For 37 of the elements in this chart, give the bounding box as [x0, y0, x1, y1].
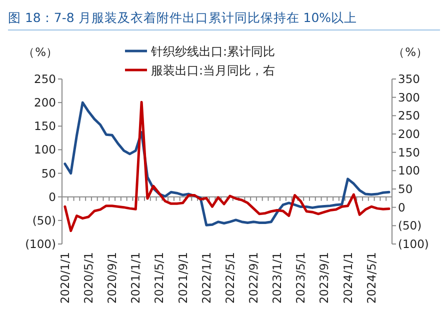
legend-label: 针织纱线出口:累计同比	[150, 44, 276, 58]
legend-label: 服装出口:当月同比，右	[151, 64, 276, 78]
y-tick-label: (100)	[25, 237, 56, 251]
y2-tick-label: 0	[398, 200, 406, 214]
y-tick-label: 50	[41, 166, 56, 180]
x-tick-label: 2021/5/1	[152, 252, 166, 304]
x-tick-label: 2020/9/1	[105, 252, 120, 304]
y2-axis-title: （%）	[393, 45, 428, 59]
y2-tick-label: 50	[398, 182, 413, 196]
y-tick-label: 0	[48, 190, 56, 204]
x-tick-label: 2022/9/1	[246, 252, 261, 304]
x-tick-label: 2020/1/1	[58, 252, 72, 304]
y-tick-label: (50)	[32, 213, 56, 228]
x-tick-label: 2023/9/1	[317, 252, 332, 304]
x-tick-label: 2021/9/1	[176, 252, 190, 304]
y2-tick-label: (50)	[398, 218, 422, 233]
y2-tick-label: 300	[398, 90, 420, 104]
y2-tick-label: (100)	[398, 237, 429, 251]
x-tick-label: 2022/1/1	[199, 252, 214, 304]
x-tick-label: 2022/5/1	[222, 252, 237, 304]
x-tick-label: 2024/1/1	[340, 252, 355, 304]
y2-tick-label: 250	[398, 108, 420, 123]
x-tick-label: 2021/1/1	[128, 252, 143, 304]
y-tick-label: 200	[34, 96, 56, 110]
x-tick-label: 2023/5/1	[294, 252, 308, 304]
x-tick-label: 2024/5/1	[364, 252, 378, 304]
y-tick-label: 100	[34, 142, 56, 157]
x-tick-label: 2020/5/1	[82, 252, 96, 304]
y-axis-title: （%）	[23, 45, 58, 59]
y-tick-label: 150	[34, 119, 56, 134]
x-tick-label: 2023/1/1	[270, 252, 284, 304]
y2-tick-label: 200	[398, 127, 420, 141]
y2-tick-label: 100	[398, 164, 420, 178]
y2-tick-label: 150	[398, 145, 420, 160]
y2-tick-label: 350	[398, 72, 420, 86]
chart-title: 图 18：7-8 月服装及衣着附件出口累计同比保持在 10%以上	[8, 10, 358, 25]
y-tick-label: 250	[34, 72, 56, 86]
